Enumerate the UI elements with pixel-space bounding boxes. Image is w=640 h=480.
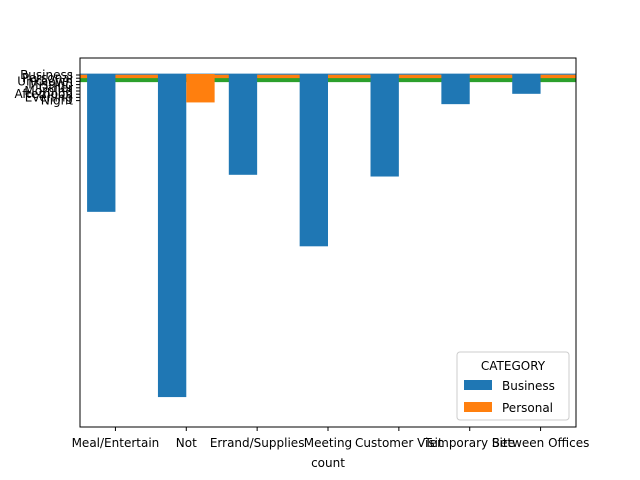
x-tick-label-not: Not	[176, 436, 197, 450]
y-tick-label: Personal	[22, 71, 73, 85]
bars	[87, 74, 541, 398]
y-tick-label: Missing	[28, 78, 73, 92]
bar-business-not	[157, 74, 187, 398]
x-axis-label: count	[311, 456, 345, 470]
y-tick-label: Business	[20, 68, 73, 82]
bar-business-customer-visit	[370, 74, 399, 177]
y-tick-label: Other	[39, 81, 73, 95]
legend-swatch-business	[464, 380, 492, 390]
x-tick-label-temporary-site: Temporary Site	[423, 436, 515, 450]
bar-business-between-offices	[512, 74, 541, 94]
legend-swatch-personal	[464, 402, 492, 412]
x-axis-ticks: Meal/Entertain Not Errand/Supplies Meeting C…	[72, 427, 590, 450]
bar-business-errand-supplies	[228, 74, 258, 175]
y-axis-ticks: BusinessPersonalUnknownMissingOtherMorni…	[15, 68, 80, 108]
legend-label-business: Business	[502, 379, 555, 393]
y-tick-label: Evening	[25, 90, 73, 104]
bar-business-meeting	[299, 74, 328, 247]
y-tick-label: Morning	[24, 84, 73, 98]
x-tick-label-errand-supplies: Errand/Supplies	[210, 436, 305, 450]
x-tick-label-meal-entertain: Meal/Entertain	[72, 436, 160, 450]
y-tick-label: Unknown	[17, 74, 73, 88]
legend-label-personal: Personal	[502, 401, 553, 415]
x-tick-label-customer-visit: Customer Visit	[355, 436, 443, 450]
bar-business-meal-entertain	[87, 74, 116, 212]
plot-frame	[79, 57, 577, 428]
y-tick-label: Night	[41, 94, 74, 108]
y-tick-label: Afternoon	[15, 87, 74, 101]
legend: CATEGORY Business Personal	[456, 351, 570, 421]
legend-title: CATEGORY	[481, 359, 546, 373]
x-tick-label-meeting: Meeting	[304, 436, 352, 450]
x-tick-label-between-offices: Between Offices	[492, 436, 590, 450]
bar-business-temporary-site	[441, 74, 470, 105]
bar-personal-not	[186, 74, 215, 103]
